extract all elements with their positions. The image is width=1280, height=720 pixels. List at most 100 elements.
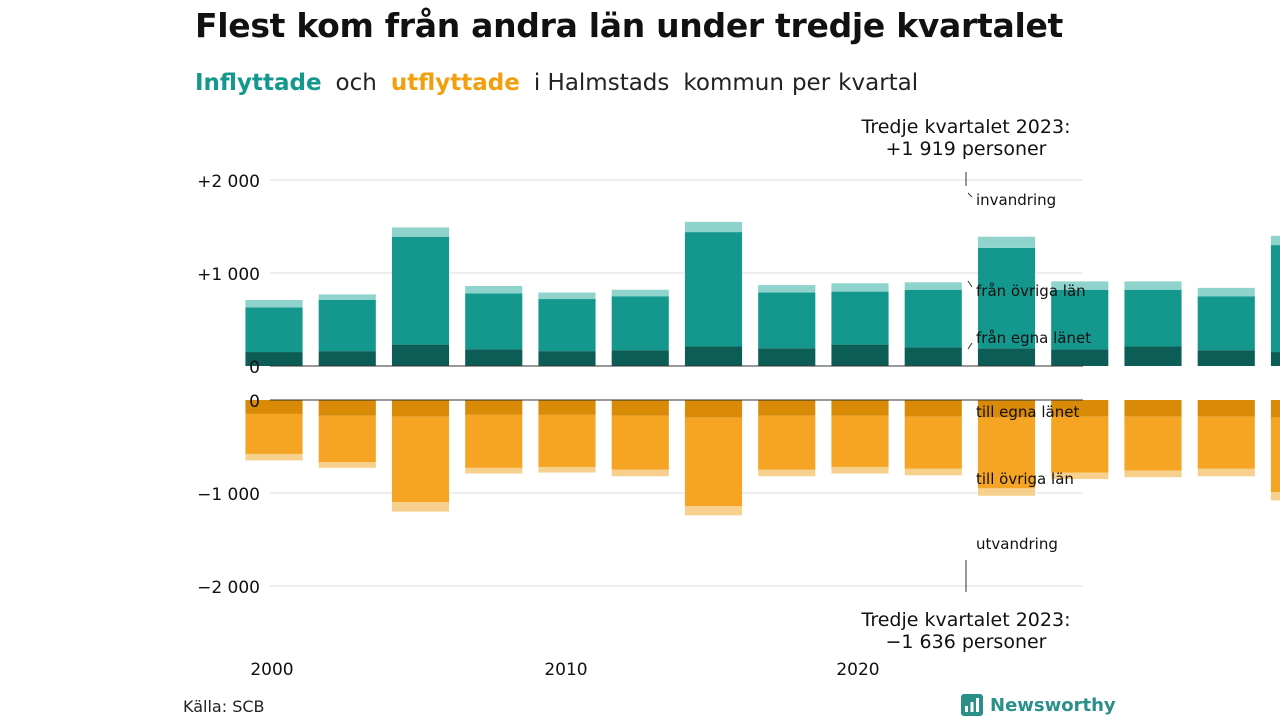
bar-in-own-2002Q1: [831, 344, 889, 366]
bar-out-other-2000Q2: [318, 415, 376, 463]
bar-out-own-2003Q2: [1197, 400, 1255, 417]
bar-out-other-2003Q2: [1197, 416, 1255, 469]
bar-in-immig-2003Q3: [1270, 235, 1280, 246]
bar-in-immig-2001Q2: [611, 289, 669, 297]
bar-in-other-2000Q4: [465, 293, 523, 350]
bar-in-other-2000Q3: [391, 236, 450, 345]
bar-out-other-2000Q3: [391, 416, 450, 503]
subtitle-kvartal: kvartal: [838, 70, 919, 96]
bar-layer: [245, 221, 1280, 516]
bar-out-emig-2003Q2: [1197, 468, 1255, 477]
series-label-to-other: till övriga län: [976, 470, 1074, 488]
bar-out-other-2001Q4: [758, 415, 816, 470]
annotation-bottom-line1: Tredje kvartalet 2023:: [861, 609, 1071, 631]
subtitle-inflyttade: Inflyttade: [195, 70, 322, 96]
bar-out-own-2001Q3: [684, 400, 743, 418]
bar-out-own-2000Q4: [465, 400, 523, 415]
bar-out-own-2001Q4: [758, 400, 816, 416]
bar-in-immig-2002Q4: [1051, 281, 1109, 290]
bar-in-immig-2000Q3: [391, 227, 450, 237]
subtitle-per: per: [791, 70, 831, 96]
bar-in-other-2002Q1: [831, 291, 889, 345]
bar-in-other-2000Q1: [245, 307, 303, 353]
bar-out-emig-2002Q4: [1051, 472, 1109, 480]
bar-in-other-2001Q2: [611, 296, 669, 351]
bar-in-immig-2000Q4: [465, 286, 523, 294]
bar-in-immig-2002Q2: [904, 282, 962, 290]
bar-out-other-2003Q3: [1270, 417, 1280, 493]
series-label-from-own: från egna länet: [976, 329, 1091, 347]
bar-in-immig-2000Q2: [318, 294, 376, 300]
bar-in-own-2002Q4: [1051, 349, 1109, 366]
bar-out-other-2001Q2: [611, 415, 669, 470]
bar-in-own-2000Q1: [245, 352, 303, 366]
chart-title: Flest kom från andra län under tredje kv…: [195, 6, 1064, 45]
y-tick-in-0: 0: [249, 358, 260, 378]
brand-logo[interactable]: Newsworthy: [960, 693, 1116, 717]
bar-in-immig-2001Q1: [538, 292, 596, 300]
y-tick-out-0: 0: [249, 392, 260, 412]
bar-out-own-2000Q1: [245, 400, 303, 414]
series-label-invandring: invandring: [976, 191, 1056, 209]
bar-in-other-2001Q4: [758, 292, 816, 349]
bar-in-own-2001Q3: [684, 346, 743, 366]
bar-in-own-2000Q2: [318, 351, 376, 366]
bar-out-own-2002Q2: [904, 400, 962, 417]
bar-out-emig-2002Q3: [977, 488, 1036, 496]
x-tick-2000: 2000: [250, 660, 293, 680]
bar-out-own-2002Q1: [831, 400, 889, 416]
leader-invandring: [967, 192, 973, 198]
bar-out-other-2002Q1: [831, 415, 889, 467]
bar-in-own-2001Q4: [758, 348, 816, 366]
bar-out-own-2002Q3: [977, 400, 1036, 418]
x-tick-2010: 2010: [544, 660, 587, 680]
bar-out-own-2001Q2: [611, 400, 669, 416]
subtitle-och: och: [335, 70, 377, 96]
bar-out-other-2002Q2: [904, 416, 962, 469]
bar-out-other-2003Q1: [1124, 416, 1182, 471]
bar-out-own-2001Q1: [538, 400, 596, 415]
bar-in-other-2003Q1: [1124, 289, 1182, 347]
bar-out-emig-2001Q4: [758, 469, 816, 477]
bar-in-other-2002Q3: [977, 247, 1036, 349]
bar-out-emig-2002Q1: [831, 466, 889, 474]
bar-in-own-2000Q4: [465, 349, 523, 366]
series-label-group: [967, 192, 973, 350]
bar-out-emig-2001Q1: [538, 466, 596, 473]
bar-out-other-2000Q1: [245, 413, 303, 454]
bar-in-immig-2000Q1: [245, 299, 303, 308]
axis-layer: [270, 365, 1083, 401]
annotation-bottom-line2: −1 636 personer: [886, 631, 1047, 653]
leader-from-own: [967, 342, 973, 350]
series-label-to-own: till egna länet: [976, 403, 1079, 421]
bar-in-other-2000Q2: [318, 299, 376, 352]
bar-out-other-2002Q3: [977, 417, 1036, 489]
bar-in-immig-2003Q2: [1197, 287, 1255, 297]
bar-in-own-2003Q1: [1124, 346, 1182, 366]
bar-in-other-2002Q4: [1051, 289, 1109, 350]
bar-out-other-2002Q4: [1051, 416, 1109, 473]
bar-in-other-2002Q2: [904, 289, 962, 348]
y-tick-in-1000: +1 000: [197, 265, 260, 285]
bar-in-own-2003Q2: [1197, 350, 1255, 366]
bar-out-emig-2000Q1: [245, 453, 303, 461]
bar-out-emig-2002Q2: [904, 468, 962, 476]
series-label-emigration: utvandring: [976, 535, 1058, 553]
bar-in-other-2003Q2: [1197, 296, 1255, 351]
bar-in-immig-2001Q3: [684, 221, 743, 233]
bar-in-own-2002Q2: [904, 347, 962, 366]
bar-out-own-2000Q3: [391, 400, 450, 417]
y-tick-out-2000: −2 000: [197, 578, 260, 598]
bar-out-other-2000Q4: [465, 414, 523, 468]
y-tick-in-2000: +2 000: [197, 172, 260, 192]
subtitle-kommun: kommun: [683, 70, 784, 96]
bar-in-other-2001Q3: [684, 232, 743, 347]
brand-name: Newsworthy: [990, 694, 1116, 716]
bar-out-emig-2003Q3: [1270, 492, 1280, 501]
bar-in-immig-2002Q3: [977, 236, 1036, 248]
bar-out-own-2003Q3: [1270, 400, 1280, 418]
bar-in-own-2001Q2: [611, 350, 669, 366]
bar-in-immig-2002Q1: [831, 283, 889, 292]
bar-in-own-2002Q3: [977, 348, 1036, 366]
